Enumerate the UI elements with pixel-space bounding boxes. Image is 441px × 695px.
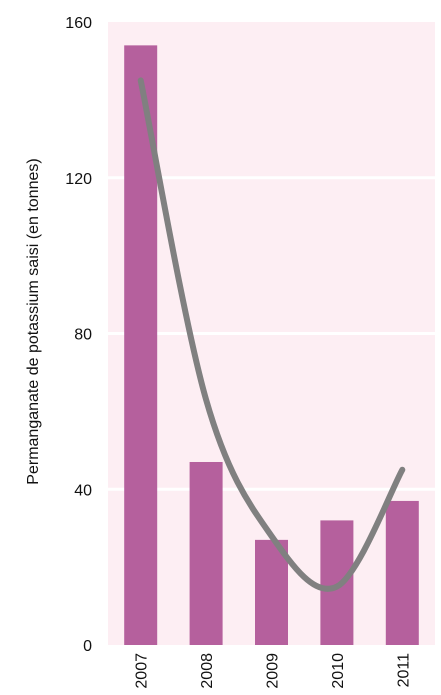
y-tick-label: 120: [65, 171, 92, 188]
y-tick-label: 80: [74, 327, 92, 344]
bar-2011: [385, 500, 419, 645]
y-tick-label: 40: [74, 482, 92, 499]
x-tick-label-2011: 2011: [395, 653, 412, 688]
y-tick-label: 0: [83, 638, 92, 655]
bar-2008: [189, 461, 223, 645]
x-tick-label-2010: 2010: [330, 653, 347, 689]
bars: [124, 45, 419, 646]
trend-line: [137, 77, 406, 592]
y-axis-ticks: 0 40 80 120 160: [65, 15, 92, 655]
x-axis-ticks: 2007 2008 2009 2010 2011: [134, 653, 413, 689]
bar-2009: [255, 539, 288, 645]
y-axis-title: Permanganate de potassium saisi (en tonn…: [25, 158, 42, 484]
x-tick-label-2008: 2008: [199, 653, 216, 689]
gridlines: [108, 176, 435, 491]
x-tick-label-2007: 2007: [134, 653, 151, 689]
bar-2010: [320, 520, 354, 645]
y-tick-label: 160: [65, 15, 92, 32]
x-tick-label-2009: 2009: [265, 653, 282, 689]
